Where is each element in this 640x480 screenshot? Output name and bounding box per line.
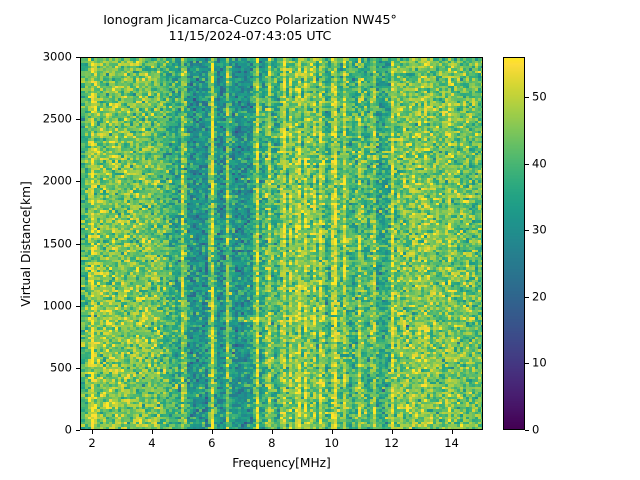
colorbar-tick-label: 20 xyxy=(532,289,547,304)
y-tick-label: 1500 xyxy=(42,235,72,250)
colorbar-tick-mark xyxy=(525,430,529,431)
colorbar-tick-label: 50 xyxy=(532,89,547,104)
colorbar-tick-mark xyxy=(525,296,529,298)
figure-title: Ionogram Jicamarca-Cuzco Polarization NW… xyxy=(0,12,500,44)
colorbar xyxy=(503,57,525,430)
x-tick-label: 10 xyxy=(324,436,339,450)
y-tick-mark xyxy=(76,119,80,121)
x-tick-mark xyxy=(91,430,93,434)
x-tick-label: 8 xyxy=(268,436,276,450)
ionogram-heatmap xyxy=(81,58,482,429)
colorbar-tick-mark xyxy=(525,96,529,98)
x-tick-mark xyxy=(211,430,213,434)
x-tick-label: 4 xyxy=(148,436,156,450)
x-axis: Frequency[MHz] 2 4 6 8 10 12 14 xyxy=(80,430,483,480)
colorbar-tick-label: 0 xyxy=(532,422,540,437)
y-tick-mark xyxy=(76,243,80,245)
figure-title-line2: 11/15/2024-07:43:05 UTC xyxy=(168,28,332,43)
y-tick-label: 500 xyxy=(50,360,72,375)
x-tick-label: 2 xyxy=(88,436,96,450)
figure-title-line1: Ionogram Jicamarca-Cuzco Polarization NW… xyxy=(103,12,397,27)
y-axis: Virtual Distance[km] 0 500 1000 1500 2000 250… xyxy=(0,51,80,435)
colorbar-tick-label: 10 xyxy=(532,355,547,370)
x-axis-label: Frequency[MHz] xyxy=(232,456,331,470)
y-tick-label: 2000 xyxy=(42,173,72,188)
colorbar-ticks: 0 10 20 30 40 50 xyxy=(525,57,585,435)
y-tick-label: 1000 xyxy=(42,297,72,312)
y-tick-mark xyxy=(76,57,80,58)
x-tick-mark xyxy=(331,430,333,434)
x-tick-label: 14 xyxy=(444,436,459,450)
colorbar-gradient xyxy=(504,58,524,429)
x-tick-mark xyxy=(271,430,273,434)
x-tick-label: 12 xyxy=(384,436,399,450)
colorbar-tick-mark xyxy=(525,363,529,365)
y-tick-label: 2500 xyxy=(42,111,72,126)
y-tick-mark xyxy=(76,305,80,307)
colorbar-tick-mark xyxy=(525,230,529,232)
y-tick-label: 0 xyxy=(64,422,72,437)
colorbar-tick-label: 30 xyxy=(532,222,547,237)
y-tick-mark xyxy=(76,181,80,183)
y-tick-mark xyxy=(76,367,80,369)
plot-area xyxy=(80,57,483,430)
y-tick-mark xyxy=(76,430,80,431)
x-tick-mark xyxy=(451,430,453,434)
colorbar-tick-label: 40 xyxy=(532,155,547,170)
x-tick-mark xyxy=(391,430,393,434)
x-tick-label: 6 xyxy=(208,436,216,450)
colorbar-tick-mark xyxy=(525,163,529,165)
x-tick-mark xyxy=(151,430,153,434)
y-tick-label: 3000 xyxy=(42,49,72,64)
